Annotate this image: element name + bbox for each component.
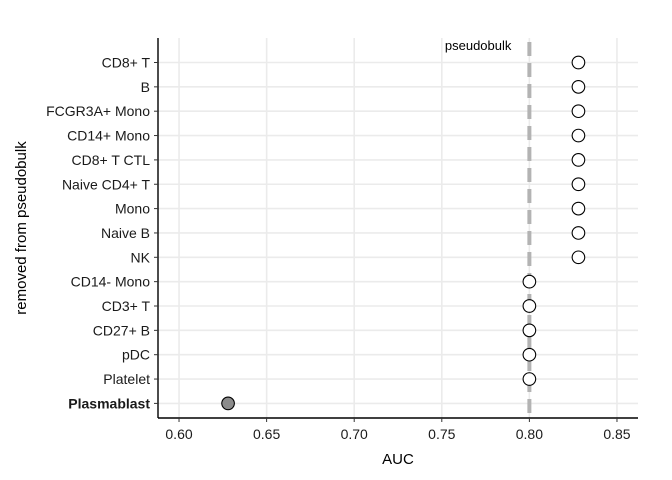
data-point bbox=[522, 347, 537, 362]
reference-line-group: pseudobulk bbox=[445, 38, 532, 418]
x-tick-label: 0.65 bbox=[253, 426, 280, 442]
data-point bbox=[522, 299, 537, 313]
y-tick-label: CD27+ B bbox=[93, 322, 150, 338]
data-point bbox=[571, 226, 586, 240]
x-tick-label: 0.70 bbox=[341, 426, 368, 442]
y-tick-label: Naive CD4+ T bbox=[62, 176, 151, 192]
data-point bbox=[522, 323, 537, 338]
y-tick-label: Plasmablast bbox=[68, 395, 150, 411]
grid-lines bbox=[158, 38, 638, 418]
data-point bbox=[522, 274, 537, 289]
x-tick-label: 0.75 bbox=[428, 426, 455, 442]
data-point bbox=[571, 201, 586, 216]
y-tick-label: FCGR3A+ Mono bbox=[46, 103, 150, 119]
data-point bbox=[522, 372, 537, 386]
data-point bbox=[571, 79, 586, 94]
x-tick-label: 0.85 bbox=[603, 426, 630, 442]
data-point bbox=[571, 250, 586, 265]
data-point bbox=[571, 153, 586, 167]
y-tick-label: NK bbox=[131, 249, 151, 265]
data-points bbox=[221, 55, 586, 411]
x-tick-label: 0.80 bbox=[516, 426, 543, 442]
x-tick-label: 0.60 bbox=[165, 426, 192, 442]
data-point bbox=[571, 55, 586, 70]
data-point bbox=[571, 104, 586, 119]
pseudobulk-reference-label: pseudobulk bbox=[445, 38, 512, 53]
y-tick-label: Platelet bbox=[103, 371, 150, 387]
y-tick-labels: CD8+ T B FCGR3A+ Mono CD14+ Mono CD8+ T CTL N… bbox=[46, 55, 158, 411]
x-axis-title: AUC bbox=[382, 451, 414, 468]
y-tick-label: CD8+ T CTL bbox=[72, 152, 151, 168]
y-tick-label: B bbox=[141, 79, 150, 95]
axes bbox=[157, 38, 638, 419]
data-point bbox=[571, 128, 586, 143]
y-tick-label: CD14- Mono bbox=[71, 274, 151, 290]
y-tick-label: Mono bbox=[115, 201, 150, 217]
data-point bbox=[221, 396, 235, 411]
x-tick-labels: 0.60 0.65 0.70 0.75 0.80 0.85 bbox=[165, 418, 631, 442]
y-tick-label: Naive B bbox=[101, 225, 150, 241]
y-tick-label: CD8+ T bbox=[102, 55, 151, 71]
data-point bbox=[571, 177, 586, 192]
y-axis-title: removed from pseudobulk bbox=[13, 141, 30, 315]
y-tick-label: CD14+ Mono bbox=[67, 128, 150, 144]
y-tick-label: pDC bbox=[122, 347, 150, 363]
y-tick-label: CD3+ T bbox=[102, 298, 151, 314]
